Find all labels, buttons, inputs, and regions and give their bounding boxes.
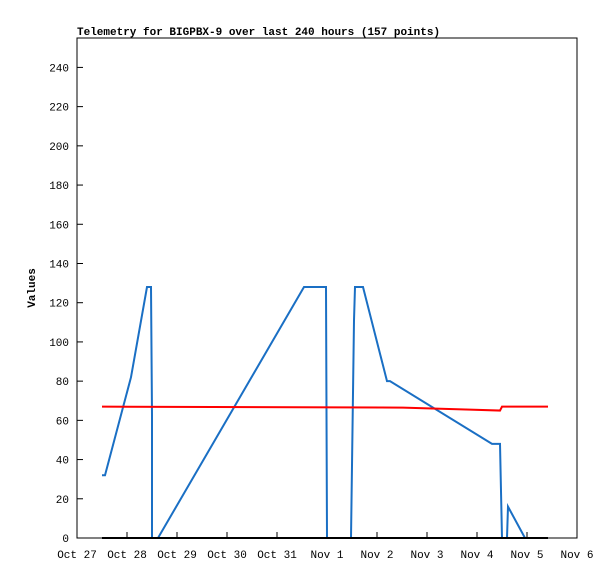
x-tick-label: Nov 4: [460, 550, 493, 562]
series-line: [102, 286, 526, 539]
y-tick-label: 60: [56, 416, 69, 428]
x-tick-label: Oct 31: [257, 550, 297, 562]
y-tick-label: 200: [49, 142, 69, 154]
y-tick-label: 20: [56, 495, 69, 507]
y-tick-label: 80: [56, 377, 69, 389]
y-axis-label: Values: [27, 268, 39, 308]
y-tick-label: 140: [49, 259, 69, 271]
y-tick-label: 220: [49, 103, 69, 115]
series-line: [101, 405, 548, 412]
x-tick-label: Nov 2: [360, 550, 393, 562]
y-tick-label: 120: [49, 299, 69, 311]
chart-title: Telemetry for BIGPBX-9 over last 240 hou…: [77, 27, 440, 39]
x-tick-label: Nov 6: [560, 550, 593, 562]
y-tick-label: 0: [62, 534, 69, 546]
x-tick-label: Oct 28: [107, 550, 147, 562]
y-tick-label: 40: [56, 456, 69, 468]
x-tick-label: Oct 30: [207, 550, 247, 562]
y-tick-label: 180: [49, 181, 69, 193]
x-tick-label: Nov 5: [510, 550, 543, 562]
x-tick-label: Oct 27: [57, 550, 97, 562]
x-tick-label: Nov 1: [310, 550, 343, 562]
y-tick-label: 160: [49, 220, 69, 232]
y-tick-label: 240: [49, 63, 69, 75]
x-tick-label: Nov 3: [410, 550, 443, 562]
x-tick-label: Oct 29: [157, 550, 197, 562]
y-tick-label: 100: [49, 338, 69, 350]
